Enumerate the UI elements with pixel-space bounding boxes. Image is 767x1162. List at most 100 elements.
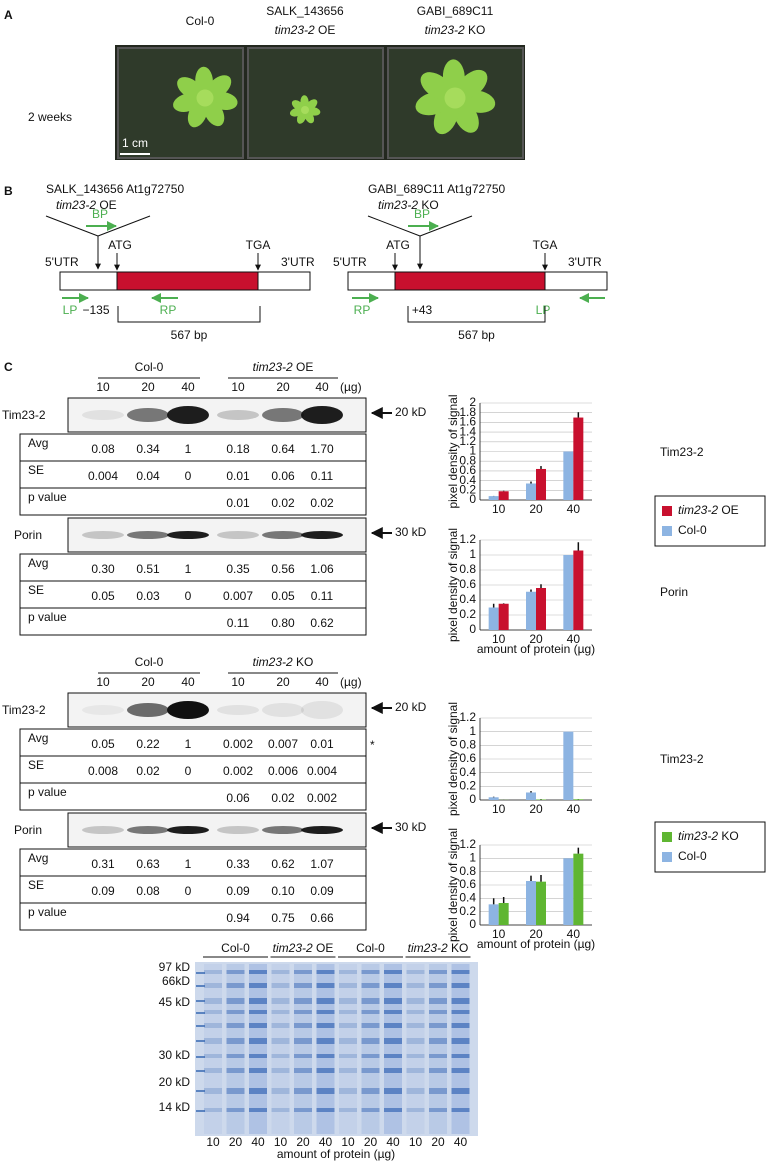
row-label: p value	[28, 905, 67, 919]
gel-band	[361, 1088, 380, 1094]
band	[167, 406, 209, 424]
bar	[526, 591, 536, 630]
gel-band	[361, 1010, 380, 1014]
gel-band	[294, 983, 312, 988]
cell: 0.18	[226, 442, 250, 456]
cell: 0.56	[271, 562, 295, 576]
x-tick-label: 40	[567, 502, 581, 516]
gel-band	[316, 1038, 335, 1044]
table-row	[19, 782, 367, 811]
gel-band	[429, 983, 447, 988]
gel-band	[339, 970, 357, 974]
cell: 1.06	[310, 562, 334, 576]
cell: 0	[185, 589, 192, 603]
cell: 0.75	[271, 911, 295, 925]
marker-label: 66kD	[162, 974, 190, 988]
panel-label: B	[4, 184, 13, 198]
gel-band	[429, 1038, 447, 1044]
y-tick-label: 0.4	[459, 891, 476, 905]
amount-label: 20	[141, 675, 155, 689]
x-tick-label: 20	[529, 802, 543, 816]
y-axis-label: pixel density of signal	[446, 828, 460, 942]
x-axis-label: amount of protein (µg)	[277, 1147, 395, 1161]
y-tick-label: 2	[469, 395, 476, 409]
bar	[488, 496, 499, 500]
gel-band	[271, 998, 290, 1004]
cell: 0.09	[91, 884, 115, 898]
y-axis-label: pixel density of signal	[446, 394, 460, 508]
gel-band	[271, 970, 290, 974]
gel-band	[271, 1068, 290, 1073]
leaf	[453, 100, 479, 133]
amount-label: 40	[181, 380, 195, 394]
genotype-label: tim23-2 OE	[275, 23, 336, 37]
cell: 0	[185, 884, 192, 898]
group-label: tim23-2 OE	[253, 360, 314, 374]
gel-band	[271, 1023, 290, 1028]
cell: 1.07	[310, 857, 334, 871]
cell: 0.02	[310, 496, 334, 510]
gel-band	[249, 1038, 267, 1044]
lane-smear	[294, 964, 312, 1134]
gel-band	[339, 1108, 357, 1112]
band	[167, 531, 209, 539]
gel-band	[226, 1108, 245, 1112]
group-label: Col-0	[356, 941, 385, 955]
band	[167, 826, 209, 834]
panel-label: A	[4, 8, 13, 22]
amount-label: 10	[96, 380, 110, 394]
gel-band	[249, 983, 267, 988]
ladder-band	[196, 1040, 205, 1042]
ladder-band	[196, 972, 205, 974]
primer-label: RP	[160, 303, 177, 317]
group-label: tim23-2 OE	[273, 941, 334, 955]
y-tick-label: 1.2	[459, 837, 476, 851]
x-tick-label: 20	[529, 632, 543, 646]
gel-band	[339, 1023, 357, 1028]
construct-allele: tim23-2 OE	[56, 198, 117, 212]
lane-smear	[406, 964, 425, 1134]
gel-band	[226, 1068, 245, 1073]
gel-band	[451, 1054, 470, 1058]
row-label: p value	[28, 490, 67, 504]
x-tick-label: 10	[492, 927, 506, 941]
gel-band	[451, 1068, 470, 1073]
gel-band	[451, 998, 470, 1004]
rosette-center	[196, 89, 214, 107]
amount-label: 40	[315, 380, 329, 394]
y-axis-label: pixel density of signal	[446, 702, 460, 816]
gel-band	[429, 1068, 447, 1073]
x-tick-label: 40	[567, 927, 581, 941]
x-tick-label: 40	[567, 632, 581, 646]
gel-band	[451, 1088, 470, 1094]
gel-band	[429, 1023, 447, 1028]
band	[167, 701, 209, 719]
y-tick-label: 0.6	[459, 751, 476, 765]
cell: 0.01	[310, 737, 334, 751]
protein-label: Tim23-2	[2, 408, 46, 422]
lane-label: 20	[431, 1135, 445, 1149]
bar	[563, 555, 574, 630]
leaf	[206, 75, 232, 99]
gel-band	[294, 1038, 312, 1044]
cell: 0.30	[91, 562, 115, 576]
row-label: SE	[28, 463, 44, 477]
gel-band	[226, 1038, 245, 1044]
lane-label: 20	[364, 1135, 378, 1149]
panel-label: C	[4, 360, 13, 374]
y-tick-label: 1.2	[459, 532, 476, 546]
gel-band	[406, 970, 425, 974]
lane-smear	[204, 964, 222, 1134]
construct-allele: tim23-2 KO	[378, 198, 439, 212]
ladder-band	[196, 1090, 205, 1092]
y-tick-label: 0.6	[459, 577, 476, 591]
row-label: p value	[28, 610, 67, 624]
cell: 0.03	[136, 589, 160, 603]
marker-label: 45 kD	[159, 995, 191, 1009]
gel-band	[339, 983, 357, 988]
y-tick-label: 0	[469, 917, 476, 931]
lane-label: 40	[319, 1135, 333, 1149]
utr5	[347, 271, 396, 291]
gel-band	[249, 970, 267, 974]
cell: 0	[185, 764, 192, 778]
